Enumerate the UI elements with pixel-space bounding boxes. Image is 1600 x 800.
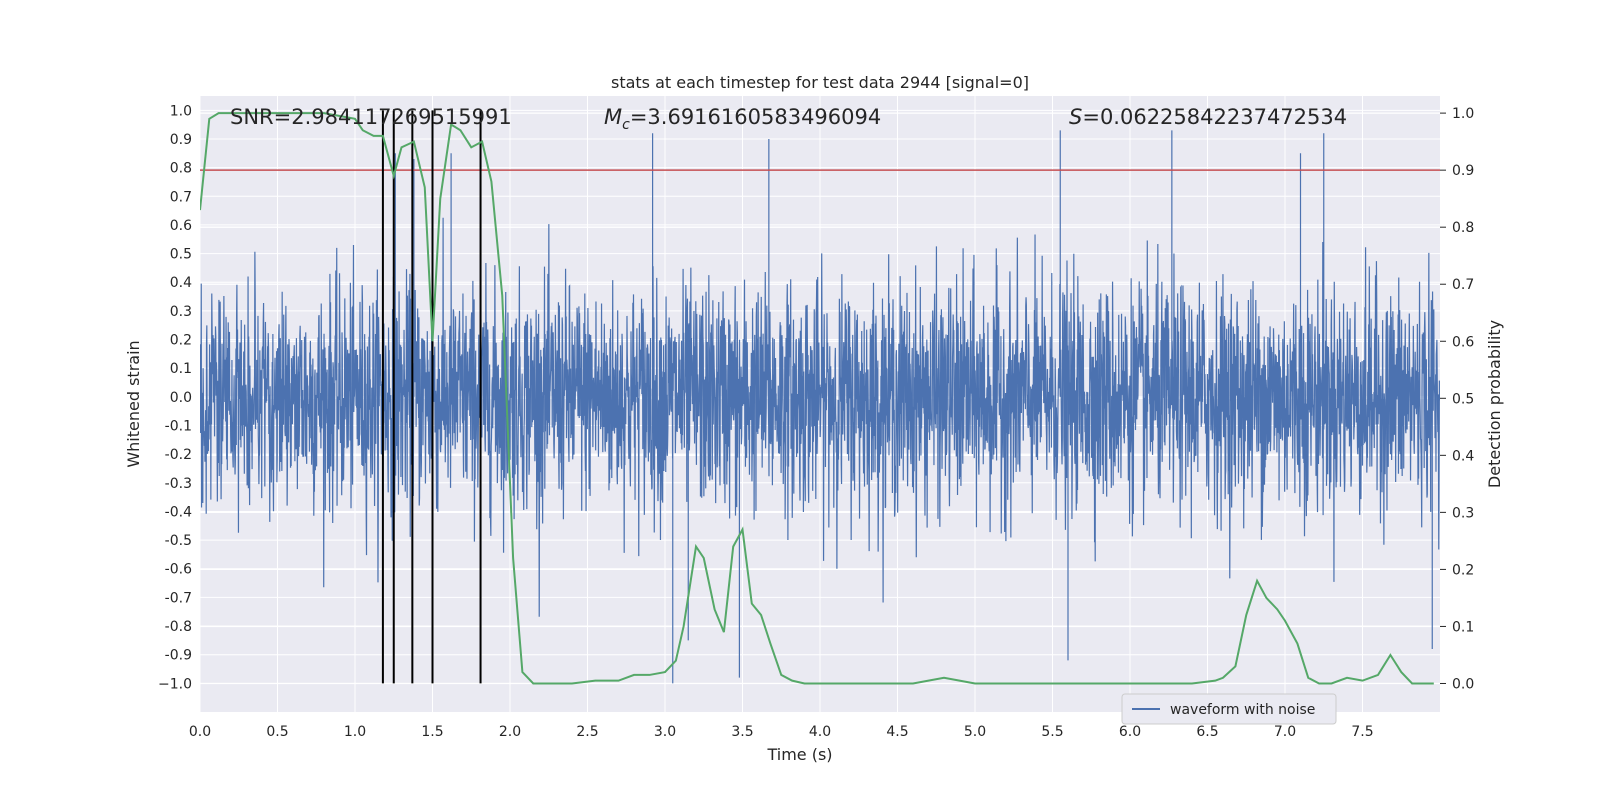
legend: waveform with noise [1121, 693, 1337, 725]
probability-line [200, 112, 1434, 685]
x-tick-label: 1.5 [421, 724, 443, 740]
x-tick-label: 7.5 [1351, 724, 1373, 740]
y-tick-label: -0.9 [165, 648, 192, 664]
y-tick-label: 0.1 [170, 361, 192, 377]
x-tick-label: 2.5 [576, 724, 598, 740]
legend-label-waveform: waveform with noise [1170, 702, 1315, 718]
s-annotation: S=0.06225842237472534 [1069, 105, 1347, 129]
y-tick-label: -0.8 [165, 619, 192, 635]
y-tick-label: -0.3 [165, 476, 192, 492]
x-tick-label: 3.0 [654, 724, 676, 740]
right-y-tick-label: 0.2 [1452, 562, 1474, 578]
right-y-tick-label: 0.0 [1452, 676, 1474, 692]
chart-title: stats at each timestep for test data 294… [611, 73, 1029, 92]
x-tick-label: 1.0 [344, 724, 366, 740]
right-y-tick-labels: 1.0 0.9 0.8 0.7 0.6 0.5 0.4 0.3 0.2 0.1 0.0 [1440, 106, 1474, 692]
s-value: =0.06225842237472534 [1082, 105, 1347, 129]
x-tick-label: 4.0 [809, 724, 831, 740]
chirp-mass-annotation: Mc=3.6916160583496094 [604, 105, 881, 133]
snr-annotation: SNR=2.984117269515991 [230, 105, 512, 129]
right-y-tick-label: 0.6 [1452, 334, 1474, 350]
y-tick-label: 0.4 [170, 275, 192, 291]
waveform-series [200, 130, 1440, 684]
y-tick-label: 0.2 [170, 333, 192, 349]
right-y-tick-label: 0.5 [1452, 391, 1474, 407]
right-y-tick-label: 0.8 [1452, 220, 1474, 236]
y-tick-label: -0.7 [165, 590, 192, 606]
probability-series [200, 112, 1434, 685]
y-tick-label: −1.0 [158, 676, 192, 692]
y-tick-label: -0.1 [165, 418, 192, 434]
right-y-tick-label: 0.1 [1452, 619, 1474, 635]
y-tick-label: 1.0 [170, 103, 192, 119]
x-tick-label: 4.5 [886, 724, 908, 740]
marker-lines [381, 110, 482, 684]
chirp-mass-subscript: c [622, 117, 630, 133]
x-tick-label: 0.0 [189, 724, 211, 740]
x-tick-label: 3.5 [731, 724, 753, 740]
y-tick-label: -0.4 [165, 504, 192, 520]
y-tick-label: 0.7 [170, 189, 192, 205]
y-tick-label: -0.2 [165, 447, 192, 463]
chirp-mass-symbol: M [604, 105, 622, 129]
y-tick-label: -0.6 [165, 562, 192, 578]
s-symbol: S [1069, 105, 1082, 129]
x-tick-label: 2.0 [499, 724, 521, 740]
y-tick-label: 0.3 [170, 304, 192, 320]
legend-box [1121, 693, 1337, 725]
right-y-tick-label: 0.7 [1452, 277, 1474, 293]
left-y-axis-label: Whitened strain [124, 340, 143, 467]
chirp-mass-value: =3.6916160583496094 [630, 105, 881, 129]
right-y-axis-label: Detection probability [1485, 320, 1504, 488]
x-tick-label: 7.0 [1274, 724, 1296, 740]
right-y-tick-label: 0.3 [1452, 505, 1474, 521]
y-tick-label: 0.6 [170, 218, 192, 234]
x-tick-labels: 0.0 0.5 1.0 1.5 2.0 2.5 3.0 3.5 4.0 4.5 5.0 5.5 6.0 6… [189, 724, 1374, 740]
x-tick-label: 0.5 [266, 724, 288, 740]
x-tick-label: 5.5 [1041, 724, 1063, 740]
right-y-tick-label: 1.0 [1452, 106, 1474, 122]
y-tick-label: 0.5 [170, 247, 192, 263]
x-tick-label: 5.0 [964, 724, 986, 740]
x-tick-label: 6.5 [1196, 724, 1218, 740]
y-tick-label: 0.8 [170, 161, 192, 177]
x-tick-label: 6.0 [1119, 724, 1141, 740]
y-tick-label: 0.9 [170, 132, 192, 148]
y-tick-label: -0.5 [165, 533, 192, 549]
waveform-line [200, 130, 1440, 684]
y-tick-label: 0.0 [170, 390, 192, 406]
x-axis-label: Time (s) [766, 745, 832, 764]
right-y-tick-label: 0.9 [1452, 163, 1474, 179]
left-y-tick-labels: 1.0 0.9 0.8 0.7 0.6 0.5 0.4 0.3 0.2 0.1 0.0 -0.1 -0.… [158, 103, 192, 692]
right-y-tick-label: 0.4 [1452, 448, 1474, 464]
